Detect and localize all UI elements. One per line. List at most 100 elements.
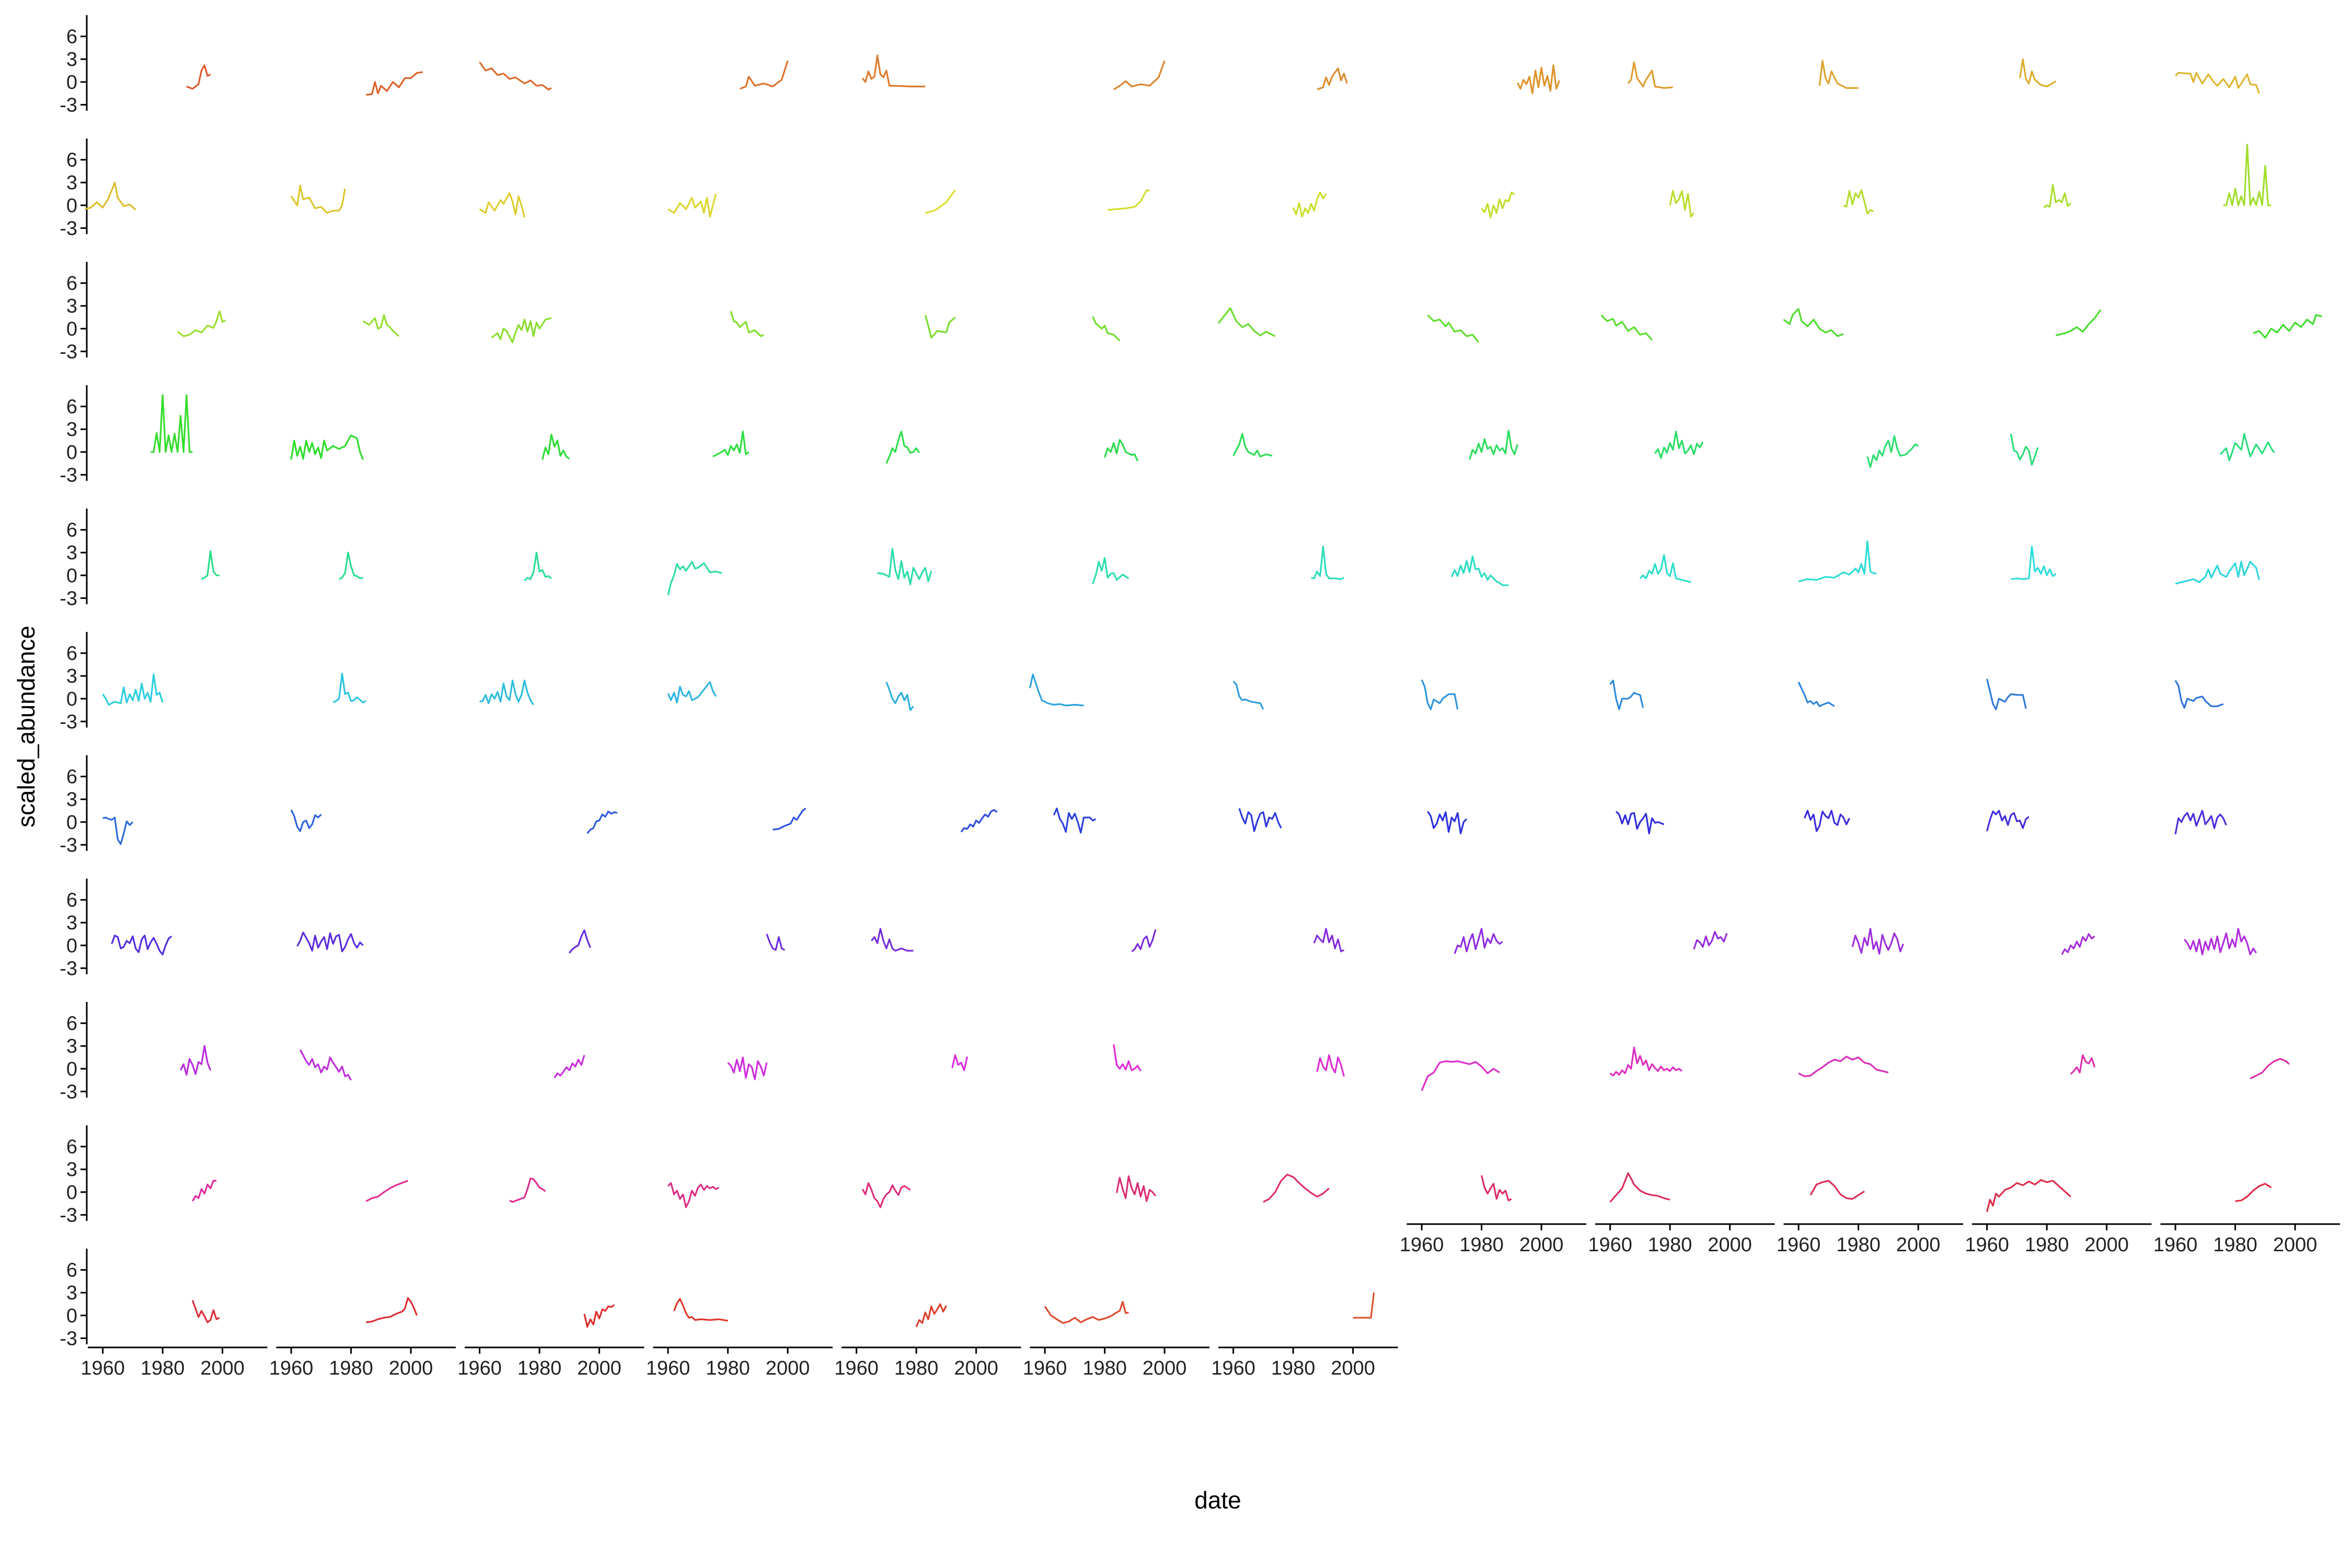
panel xyxy=(479,679,535,706)
y-tick-label: -3 xyxy=(60,1204,77,1226)
series-line xyxy=(1609,679,1644,710)
panel xyxy=(861,1182,911,1208)
series-line xyxy=(1469,430,1518,460)
series-line xyxy=(1798,1055,1889,1077)
panel xyxy=(1131,929,1157,952)
panel xyxy=(2043,184,2072,209)
y-tick-label: 6 xyxy=(66,1013,77,1035)
series-line xyxy=(1450,555,1509,586)
series-line xyxy=(332,673,367,704)
panel xyxy=(569,929,591,954)
series-line xyxy=(1783,308,1844,337)
y-tick-label: -3 xyxy=(60,1328,77,1350)
series-line xyxy=(1818,60,1859,89)
series-line xyxy=(1866,435,1919,468)
panel xyxy=(491,317,552,343)
panel xyxy=(730,310,765,337)
y-tick-label: 3 xyxy=(66,789,77,811)
y-tick-label: 0 xyxy=(66,812,77,834)
panel xyxy=(1092,557,1129,584)
panel xyxy=(1818,60,1859,89)
series-line xyxy=(1029,673,1084,707)
panel xyxy=(1313,928,1345,953)
series-line xyxy=(2235,1183,2272,1202)
x-tick-label: 1980 xyxy=(141,1357,185,1379)
panel xyxy=(1639,554,1691,583)
panel xyxy=(1311,545,1345,580)
x-tick-label: 1960 xyxy=(1023,1357,1067,1379)
series-line xyxy=(885,682,914,711)
panel xyxy=(667,561,722,595)
series-line xyxy=(1516,64,1561,95)
panel xyxy=(1292,191,1327,218)
panel xyxy=(362,314,400,337)
y-tick-label: -3 xyxy=(60,711,77,733)
x-tick-label: 1980 xyxy=(2213,1234,2257,1256)
series-line xyxy=(1843,189,1874,215)
panel xyxy=(1317,67,1348,90)
panel xyxy=(365,1180,408,1202)
y-tick-label: 6 xyxy=(66,643,77,665)
panel: 1960 1980 2000 xyxy=(1588,1172,1775,1256)
series-line xyxy=(338,551,363,580)
panel xyxy=(2010,433,2039,466)
y-tick-label: -3 xyxy=(60,217,77,239)
panel xyxy=(2184,928,2257,955)
y-tick-label: 3 xyxy=(66,172,77,194)
x-tick-label: 2000 xyxy=(1708,1234,1752,1256)
series-line xyxy=(569,929,591,954)
series-line xyxy=(1609,1172,1670,1203)
series-line xyxy=(861,54,926,88)
y-tick-label: 6 xyxy=(66,520,77,541)
x-tick-label: 1960 xyxy=(1400,1234,1444,1256)
panel: 1960 1980 2000 xyxy=(646,1298,833,1379)
panel xyxy=(1798,1055,1889,1077)
panel xyxy=(1693,931,1728,950)
series-line xyxy=(1851,928,1904,955)
series-line xyxy=(925,189,956,214)
series-line xyxy=(1481,1175,1512,1202)
panel xyxy=(1053,808,1097,834)
x-tick-label: 1980 xyxy=(1271,1357,1316,1379)
panel xyxy=(2175,561,2260,585)
panel xyxy=(1115,1175,1157,1202)
x-tick-label: 1960 xyxy=(80,1357,125,1379)
series-line xyxy=(1609,1046,1682,1077)
panel xyxy=(1783,308,1844,337)
panel xyxy=(1469,430,1518,460)
series-line xyxy=(186,64,211,90)
panel xyxy=(877,548,932,585)
x-tick-label: 1960 xyxy=(1211,1357,1255,1379)
y-tick-label: 6 xyxy=(66,890,77,912)
panel xyxy=(554,1055,585,1079)
panel xyxy=(1798,540,1877,582)
panel: 1960 1980 2000 xyxy=(1965,1179,2152,1256)
series-line xyxy=(1481,191,1515,218)
series-line xyxy=(191,1300,220,1323)
panel xyxy=(1804,810,1850,832)
series-line xyxy=(524,551,552,582)
y-tick-label: 6 xyxy=(66,26,77,48)
y-tick-label: -3 xyxy=(60,94,77,116)
series-line xyxy=(1113,1044,1142,1071)
series-line xyxy=(2250,1058,2290,1080)
x-tick-label: 2000 xyxy=(766,1357,810,1379)
panel xyxy=(773,808,806,831)
panel xyxy=(296,931,364,953)
y-tick-label: -3 xyxy=(60,587,77,609)
panel xyxy=(1609,679,1644,710)
series-line xyxy=(2070,1054,2096,1075)
series-line xyxy=(1986,810,2030,832)
panel xyxy=(1232,681,1264,710)
panel xyxy=(1113,60,1166,90)
series-line xyxy=(766,933,786,951)
y-tick-label: 6 xyxy=(66,1136,77,1158)
series-line xyxy=(583,1304,615,1328)
panel xyxy=(2253,314,2322,339)
panel: 1960 1980 2000 xyxy=(2153,1183,2340,1256)
series-line xyxy=(177,310,226,337)
panel xyxy=(861,54,926,88)
series-line xyxy=(151,394,193,453)
